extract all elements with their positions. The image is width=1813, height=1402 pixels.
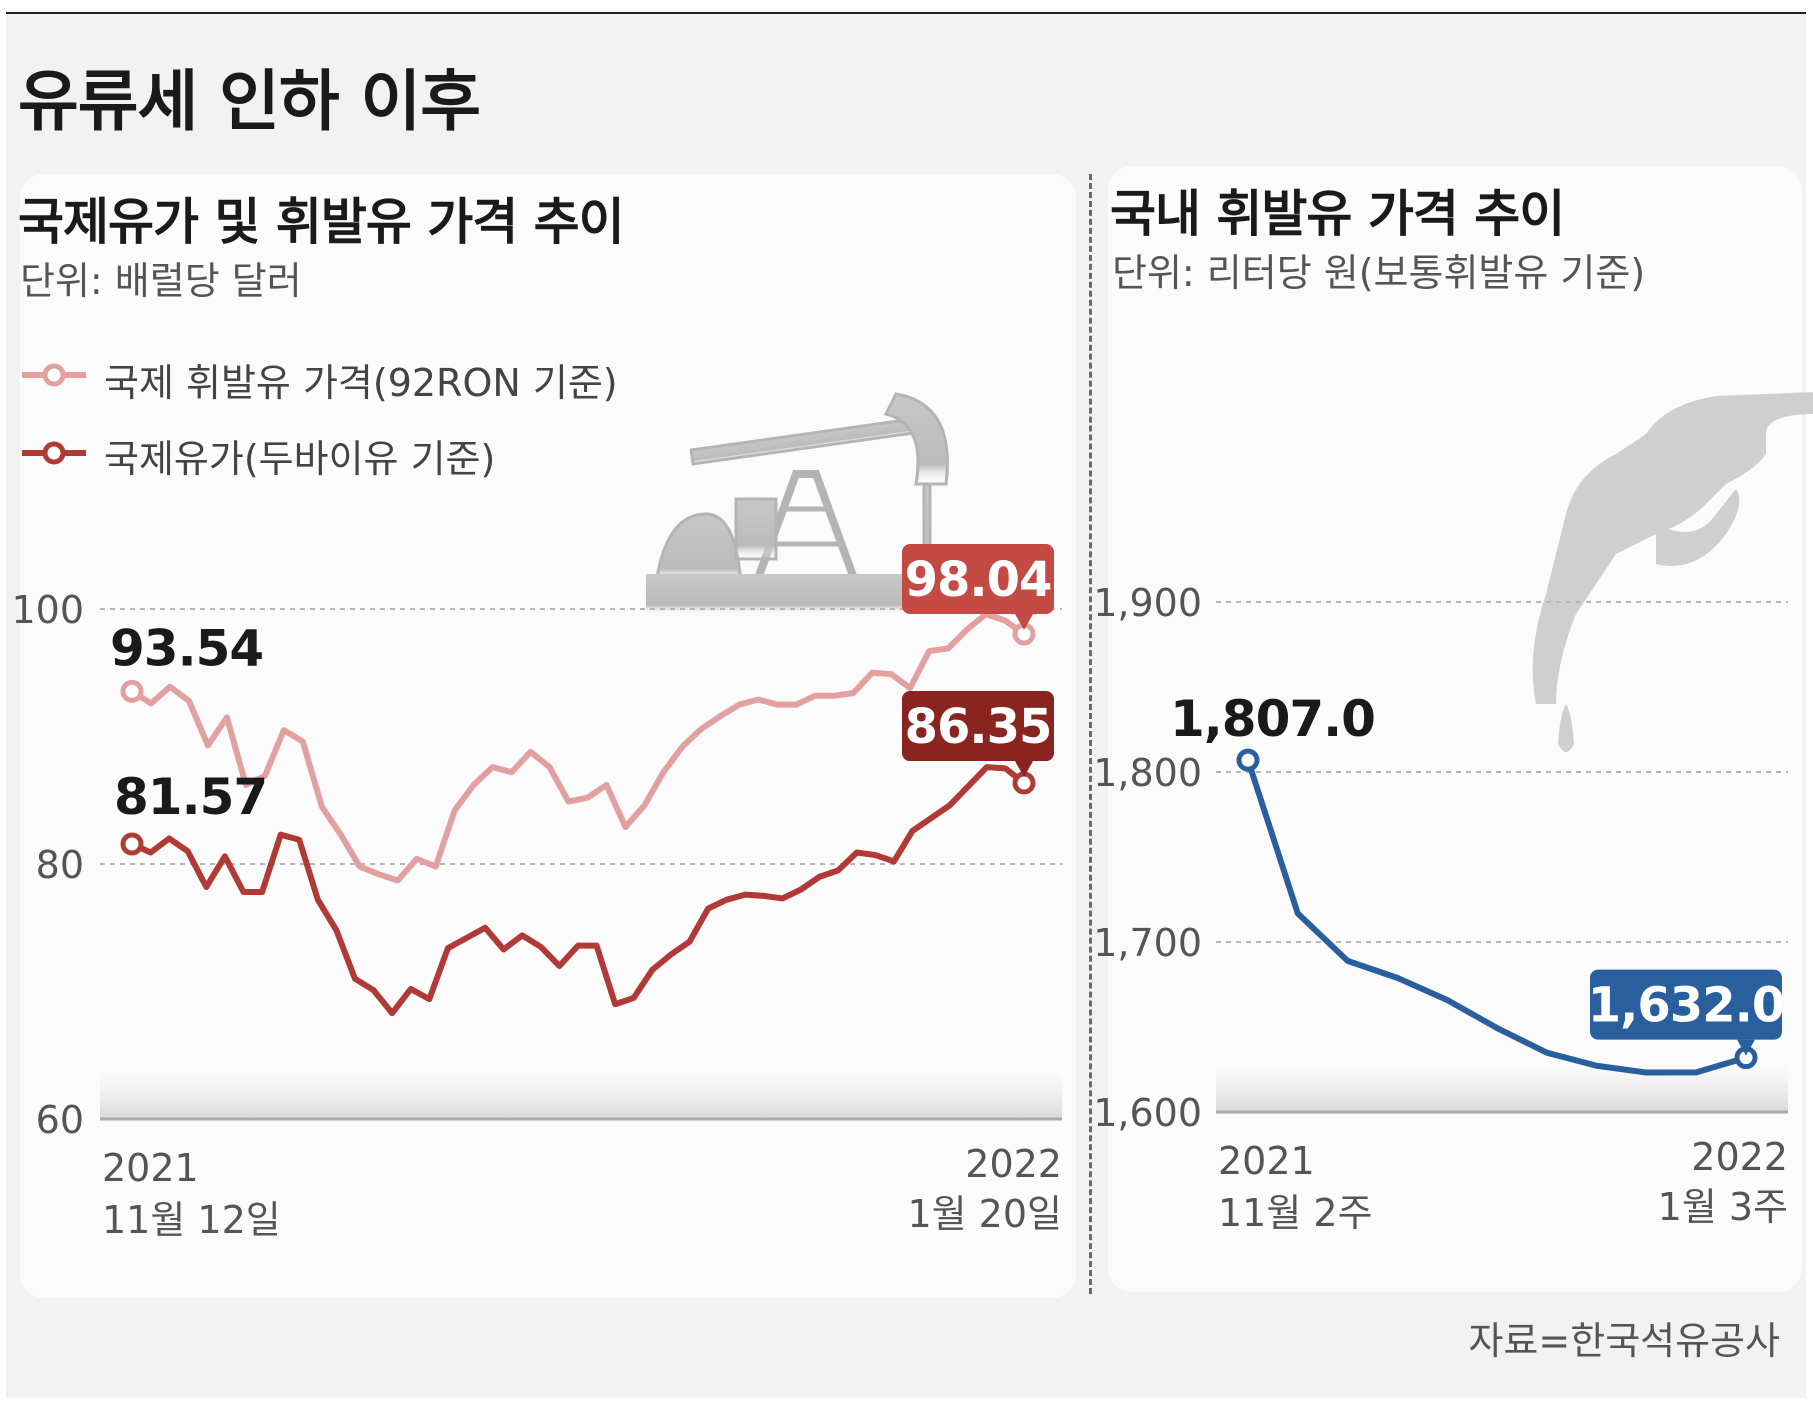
gasoline-intl-start-value-label: 93.54 [110, 619, 263, 677]
x-start-date-label: 11월 12일 [102, 1198, 281, 1242]
left-chart: 100 80 60 2021 11월 12일 2022 1월 20일 93.54 98.04 81… [11, 543, 1062, 1242]
gasoline-intl-end-callout [902, 543, 1054, 614]
legend-marker-gasoline-intl [22, 363, 86, 387]
domestic-gasoline-line [1245, 757, 1749, 1076]
right-panel-title: 국내 휘발유 가격 추이 [1110, 185, 1565, 243]
dubai-start-value-label: 81.57 [114, 768, 267, 826]
x-end-year-label: 2022 [965, 1142, 1062, 1186]
domestic-gasoline-start-value-label: 1,807.0 [1170, 690, 1375, 748]
domestic-gasoline-callout-pointer [1737, 1039, 1755, 1056]
y-tick-label: 100 [11, 588, 84, 632]
dubai-end-callout [902, 691, 1054, 762]
gasoline-intl-end-value-label: 98.04 [905, 552, 1052, 608]
right-chart: 1,900 1,800 1,700 1,600 2021 11월 2주 2022 1월 3주 1… [1093, 581, 1788, 1235]
fuel-nozzle-illustration [1532, 392, 1813, 752]
gasoline-intl-start-marker [120, 679, 144, 703]
x-end-date-label: 1월 20일 [907, 1192, 1062, 1236]
y-tick-label: 1,900 [1093, 581, 1202, 625]
baseline-shade [100, 1071, 1062, 1119]
gasoline-intl-line [129, 611, 1027, 884]
y-tick-label: 1,800 [1093, 751, 1202, 795]
infographic: 유류세 인하 이후 국제유가 및 휘발유 가격 추이 단위: 배럴당 달러 국제… [6, 12, 1813, 1398]
legend-marker-dubai [22, 441, 86, 465]
left-panel-unit: 단위: 배럴당 달러 [20, 259, 302, 303]
y-tick-label: 80 [36, 843, 84, 887]
domestic-gasoline-end-callout [1590, 969, 1782, 1040]
x-end-date-label: 1월 3주 [1658, 1185, 1788, 1229]
dubai-line [129, 764, 1027, 1017]
right-panel-unit: 단위: 리터당 원(보통휘발유 기준) [1112, 251, 1646, 295]
domestic-gasoline-end-value-label: 1,632.0 [1588, 978, 1784, 1034]
domestic-gasoline-start-marker [1236, 748, 1260, 772]
dubai-start-marker [120, 832, 144, 856]
oil-pumpjack-illustration [646, 392, 956, 614]
panel-divider [1089, 174, 1092, 1294]
legend-label-gasoline-intl: 국제 휘발유 가격(92RON 기준) [104, 361, 618, 405]
x-end-year-label: 2022 [1691, 1135, 1788, 1179]
y-tick-label: 60 [36, 1098, 84, 1142]
x-start-year-label: 2021 [102, 1146, 199, 1190]
gasoline-intl-callout-pointer [1015, 613, 1033, 630]
legend-label-dubai: 국제유가(두바이유 기준) [104, 437, 496, 481]
left-panel-title: 국제유가 및 휘발유 가격 추이 [18, 193, 625, 251]
x-start-year-label: 2021 [1218, 1139, 1315, 1183]
y-tick-label: 1,600 [1093, 1091, 1202, 1135]
main-title: 유류세 인하 이후 [18, 63, 481, 140]
x-start-date-label: 11월 2주 [1218, 1191, 1373, 1235]
source-note: 자료=한국석유공사 [1468, 1319, 1780, 1363]
y-tick-label: 1,700 [1093, 921, 1202, 965]
dubai-end-value-label: 86.35 [905, 699, 1052, 755]
dubai-callout-pointer [1015, 761, 1033, 778]
